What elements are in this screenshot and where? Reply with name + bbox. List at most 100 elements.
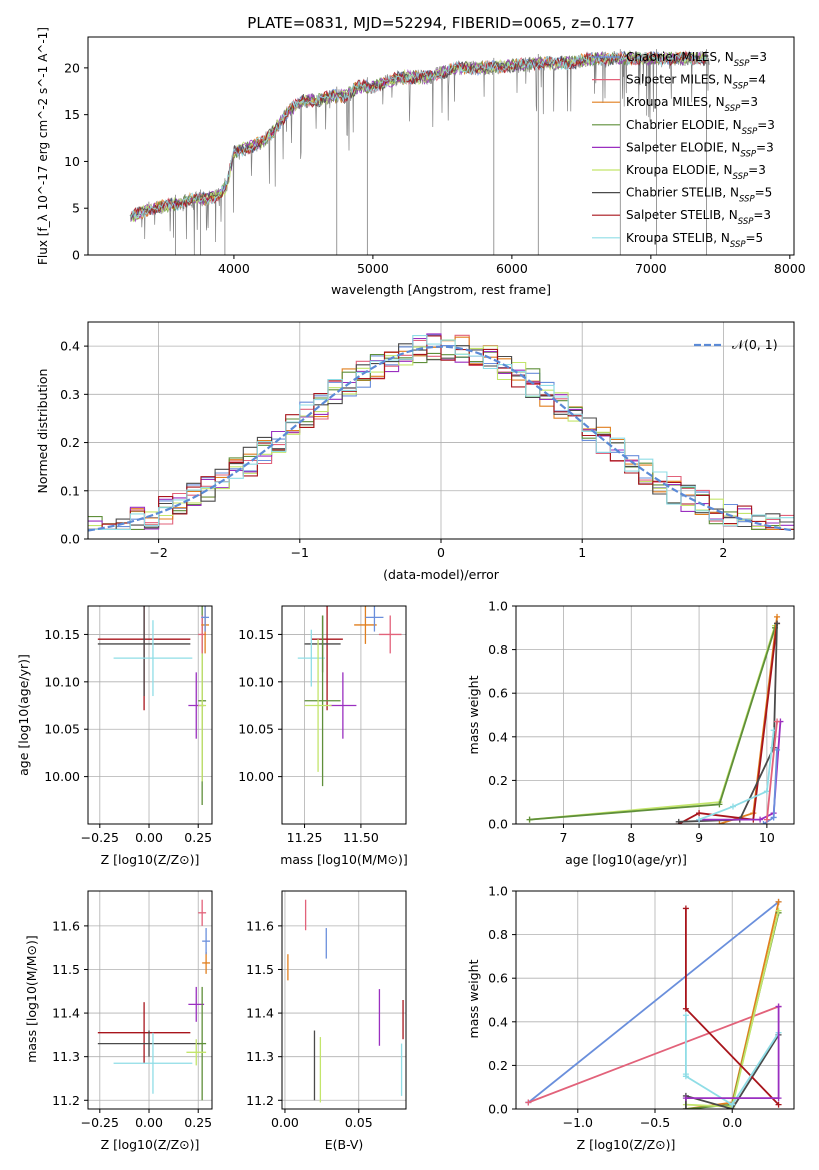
weight-line	[698, 730, 775, 821]
y-tick-label: 11.6	[246, 918, 274, 933]
weight-marker	[729, 803, 736, 810]
weight-marker	[763, 788, 770, 795]
weight-marker	[696, 816, 703, 823]
plot-area	[97, 606, 210, 806]
plot-area	[525, 898, 782, 1109]
mZ-ylabel: mass [log10(M/M⊙)]	[24, 935, 39, 1063]
weight-vs-metallicity-panel: −1.0 −0.5 0.0 0.0 0.2 0.4 0.6 0.8 1.0	[488, 884, 795, 1130]
weight-marker	[729, 1101, 736, 1108]
observed-spectrum-line	[129, 50, 710, 255]
y-tick-label: 0.0	[60, 532, 80, 547]
age-vs-mass-panel: 11.25 11.50 10.00 10.05 10.10 10.15	[238, 605, 407, 845]
legend-label: Chabrier MILES, NSSP=3	[626, 50, 767, 69]
residual-xlabel: (data-model)/error	[383, 567, 500, 582]
y-tick-label: 10.10	[44, 674, 80, 689]
y-tick-label: 11.5	[246, 962, 274, 977]
y-tick-label: 11.2	[52, 1093, 80, 1108]
weight-line	[529, 627, 776, 821]
weight-line	[528, 1005, 779, 1104]
x-tick-label: −1	[291, 545, 309, 560]
x-tick-label: 11.50	[343, 830, 379, 845]
y-tick-label: 0.4	[60, 339, 80, 354]
y-tick-label: 11.6	[52, 918, 80, 933]
age-vs-metallicity-panel: −0.25 0.00 0.25 10.00 10.05 10.10 10.15	[44, 605, 213, 845]
weight-marker	[682, 1095, 689, 1102]
panel-frame	[281, 605, 407, 825]
legend-label: Chabrier ELODIE, NSSP=3	[626, 118, 775, 137]
x-tick-label: −0.25	[81, 1115, 119, 1130]
weight-marker	[757, 816, 764, 823]
x-tick-label: 6000	[496, 261, 528, 276]
x-tick-label: −2	[149, 545, 167, 560]
x-tick-label: 9	[695, 830, 703, 845]
weight-marker	[696, 810, 703, 817]
legend-label: Kroupa STELIB, NSSP=5	[626, 231, 763, 250]
weight-marker	[774, 613, 781, 620]
legend-label: Salpeter MILES, NSSP=4	[626, 73, 766, 92]
mass-vs-metallicity-panel: −0.25 0.00 0.25 11.2 11.3 11.4 11.5 11.6	[52, 890, 213, 1130]
wAge-xlabel: age [log10(age/yr)]	[565, 852, 687, 867]
x-tick-label: 0.00	[271, 1115, 299, 1130]
weight-marker	[775, 1101, 782, 1108]
y-tick-label: 0.8	[488, 927, 508, 942]
weight-marker	[774, 718, 781, 725]
weight-marker	[682, 905, 689, 912]
x-tick-label: 8000	[774, 261, 806, 276]
weight-marker	[763, 816, 770, 823]
weight-marker	[775, 898, 782, 905]
weight-vs-age-panel: 7 8 9 10 0.0 0.2 0.4 0.6 0.8 1.0	[488, 599, 795, 845]
x-tick-label: 5000	[357, 261, 389, 276]
residual-histogram	[88, 335, 794, 530]
y-tick-label: 1.0	[488, 599, 508, 614]
weight-line	[527, 901, 780, 1104]
x-tick-label: 11.25	[287, 830, 323, 845]
weight-marker	[526, 816, 533, 823]
spectrum-lines	[129, 49, 710, 255]
weight-marker	[682, 1012, 689, 1019]
x-tick-label: 7000	[635, 261, 667, 276]
x-tick-label: 8	[627, 830, 635, 845]
wZ-ylabel: mass weight	[466, 959, 481, 1038]
x-tick-label: 0.05	[345, 1115, 373, 1130]
plot-area	[526, 613, 784, 824]
mE-xlabel: E(B-V)	[325, 1137, 364, 1152]
mZ-xlabel: Z [log10(Z/Z⊙)]	[101, 1137, 200, 1152]
residual-ylabel: Normed distribution	[35, 369, 50, 494]
y-tick-label: 0	[72, 248, 80, 263]
weight-marker	[775, 907, 782, 914]
x-tick-label: 0.25	[184, 1115, 212, 1130]
spectrum-panel: PLATE=0831, MJD=52294, FIBERID=0065, z=0…	[36, 14, 806, 297]
residual-panel: −2 −1 0 1 2 0.0 0.1 0.2 0.3 0.4 𝒩(0, 1) (data-mod…	[35, 321, 795, 582]
weight-marker	[770, 814, 777, 821]
weight-marker	[774, 746, 781, 753]
y-tick-label: 11.4	[52, 1006, 80, 1021]
legend-label: Salpeter STELIB, NSSP=3	[626, 208, 771, 227]
ageM-xlabel: mass [log10(M/M⊙)]	[280, 852, 408, 867]
mass-vs-ebv-panel: 0.00 0.05 11.2 11.3 11.4 11.5 11.6	[246, 890, 407, 1130]
spectrum-ticks: 4000 5000 6000 7000 8000 0 5 10 15 20	[64, 60, 806, 276]
x-tick-label: −1.0	[563, 1115, 593, 1130]
y-tick-label: 0.2	[60, 435, 80, 450]
residual-frame	[87, 321, 795, 540]
weight-marker	[682, 1005, 689, 1012]
y-tick-label: 10.05	[238, 722, 274, 737]
weight-marker	[716, 801, 723, 808]
plot-area	[297, 606, 402, 787]
y-tick-label: 11.3	[246, 1049, 274, 1064]
y-tick-label: 0.3	[60, 387, 80, 402]
weight-line	[678, 623, 778, 824]
weight-marker	[682, 1106, 689, 1109]
legend-label: Chabrier STELIB, NSSP=5	[626, 186, 772, 205]
normal-legend-label: 𝒩(0, 1)	[732, 337, 778, 352]
panel-frame	[515, 890, 795, 1110]
y-tick-label: 0.6	[488, 686, 508, 701]
x-tick-label: 0.25	[184, 830, 212, 845]
spectrum-xlabel: wavelength [Angstrom, rest frame]	[331, 282, 551, 297]
y-tick-label: 11.5	[52, 962, 80, 977]
x-tick-label: 4000	[218, 261, 250, 276]
x-tick-label: 0	[437, 545, 445, 560]
y-tick-label: 10.05	[44, 722, 80, 737]
x-tick-label: 0.0	[722, 1115, 742, 1130]
x-tick-label: 2	[719, 545, 727, 560]
